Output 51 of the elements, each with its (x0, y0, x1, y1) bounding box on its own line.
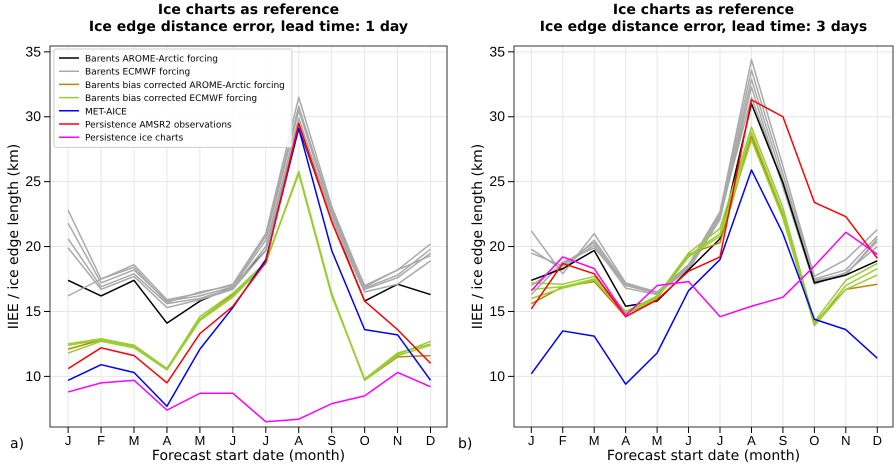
x-tick-label: M (652, 433, 663, 448)
y-axis-title: IIEE / ice edge length (km) (470, 144, 486, 330)
x-axis-title: Forecast start date (month) (152, 448, 346, 464)
x-tick-label: N (392, 433, 402, 448)
chart-title: Ice charts as reference Ice edge distance error, lead time: 1 day (88, 2, 408, 35)
x-tick-label: J (528, 433, 535, 448)
x-tick-label: J (685, 433, 692, 448)
x-tick-label: A (747, 433, 756, 448)
x-tick-label: A (162, 433, 172, 448)
y-tick-label: 15 (25, 302, 42, 319)
y-axis-title: IIEE / ice edge length (km) (6, 144, 22, 330)
x-tick-label: O (360, 433, 370, 448)
x-tick-label: J (64, 433, 72, 448)
text: b) (458, 436, 472, 452)
x-tick-label: J (262, 433, 270, 448)
y-tick-label: 10 (25, 368, 42, 384)
y-tick-label: 25 (489, 173, 506, 190)
x-tick-label: J (230, 433, 236, 448)
x-tick-label: O (809, 433, 820, 448)
y-tick-label: 35 (489, 43, 506, 60)
x-tick-label: M (588, 433, 600, 448)
x-tick-label: S (778, 433, 788, 448)
legend-label: Barents ECMWF forcing (85, 68, 190, 78)
legend-label: Persistence AMSR2 observations (85, 120, 232, 130)
y-tick-label: 30 (25, 108, 42, 124)
y-tick-label: 20 (489, 238, 506, 254)
legend-label: Barents bias corrected ECMWF forcing (85, 94, 258, 104)
x-tick-label: F (97, 433, 106, 448)
y-tick-label: 10 (489, 368, 506, 384)
y-tick-label: 35 (25, 43, 42, 60)
x-tick-label: D (872, 433, 882, 448)
y-tick-label: 20 (25, 238, 42, 254)
x-tick-label: J (716, 433, 724, 448)
x-axis-title: Forecast start date (month) (606, 448, 800, 464)
x-tick-label: S (327, 433, 336, 448)
x-tick-label: M (128, 433, 140, 448)
x-tick-label: D (426, 433, 436, 448)
x-tick-label: F (558, 433, 567, 448)
x-tick-label: A (621, 433, 630, 448)
x-tick-label: A (294, 433, 304, 448)
legend-label: Barents AROME-Arctic forcing (85, 54, 218, 64)
y-tick-label: 25 (25, 173, 42, 190)
y-tick-label: 15 (489, 302, 506, 319)
chart-title: Ice charts as reference Ice edge distance error, lead time: 3 days (540, 2, 868, 35)
legend-label: Barents bias corrected AROME-Arctic forcing (85, 80, 285, 91)
x-tick-label: N (841, 433, 851, 448)
text: a) (10, 436, 24, 452)
legend-label: Persistence ice charts (85, 134, 184, 144)
y-tick-label: 30 (489, 108, 506, 124)
legend-label: MET-AICE (85, 107, 128, 118)
x-tick-label: M (194, 433, 206, 448)
